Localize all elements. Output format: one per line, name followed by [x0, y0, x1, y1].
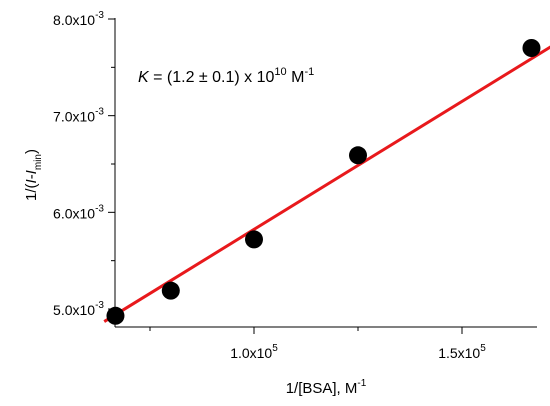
x-ticks	[149, 327, 463, 334]
y-axis-title-sub: min	[33, 154, 44, 170]
x-tick-label-exp: 5	[272, 343, 278, 354]
y-tick-label: 5.0x10-3	[53, 300, 104, 318]
y-tick-label-exp: -3	[95, 10, 104, 21]
data-point	[522, 39, 541, 57]
data-point	[245, 230, 263, 249]
annotation-var: K	[138, 69, 150, 86]
annotation-unit: M	[287, 69, 305, 86]
x-tick-label-exp: 5	[480, 343, 486, 354]
fit-line	[103, 45, 550, 323]
y-tick-label: 8.0x10-3	[53, 10, 104, 28]
y-tick-label-exp: -3	[95, 107, 104, 118]
y-axis-title: 1/(I-Imin)	[23, 149, 44, 201]
x-axis-title-main: 1/[BSA], M	[286, 380, 358, 397]
x-tick-label: 1.5x105	[438, 343, 486, 361]
y-tick-label-mantissa: 6.0x10	[53, 205, 95, 221]
data-point	[161, 281, 180, 300]
annotation-exp: 10	[274, 66, 286, 78]
y-tick-label: 7.0x10-3	[53, 107, 104, 125]
y-axis-title-post: )	[23, 149, 40, 154]
x-tick-label: 1.0x105	[230, 343, 278, 361]
y-tick-labels: 5.0x10-36.0x10-37.0x10-38.0x10-3	[53, 10, 104, 318]
data-points	[106, 39, 541, 325]
y-axis-title-i2: I	[23, 170, 40, 174]
y-tick-label-mantissa: 8.0x10	[53, 12, 95, 28]
y-tick-label: 6.0x10-3	[53, 203, 104, 221]
y-tick-label-mantissa: 5.0x10	[53, 302, 95, 318]
x-tick-label-mantissa: 1.5x10	[438, 345, 480, 361]
y-ticks	[108, 18, 115, 310]
data-point	[349, 146, 367, 165]
annotation-unit-exp: -1	[304, 66, 314, 78]
y-axis-title-mid: -	[23, 174, 40, 179]
x-tick-labels: 1.0x105 1.5x105	[230, 343, 486, 361]
y-axis-title-pre: 1/(	[23, 183, 40, 201]
y-axis-title-i1: I	[23, 179, 40, 183]
x-axis-title-sup: -1	[357, 378, 366, 389]
y-tick-label-exp: -3	[95, 300, 104, 311]
annotation: K = (1.2 ± 0.1) x 1010 M-1	[138, 66, 314, 86]
y-tick-label-exp: -3	[95, 203, 104, 214]
x-axis-title: 1/[BSA], M-1	[286, 378, 367, 397]
data-point	[106, 306, 125, 325]
annotation-text: = (1.2 ± 0.1) x 10	[149, 69, 275, 86]
x-tick-label-mantissa: 1.0x10	[230, 345, 272, 361]
y-tick-label-mantissa: 7.0x10	[53, 109, 95, 125]
